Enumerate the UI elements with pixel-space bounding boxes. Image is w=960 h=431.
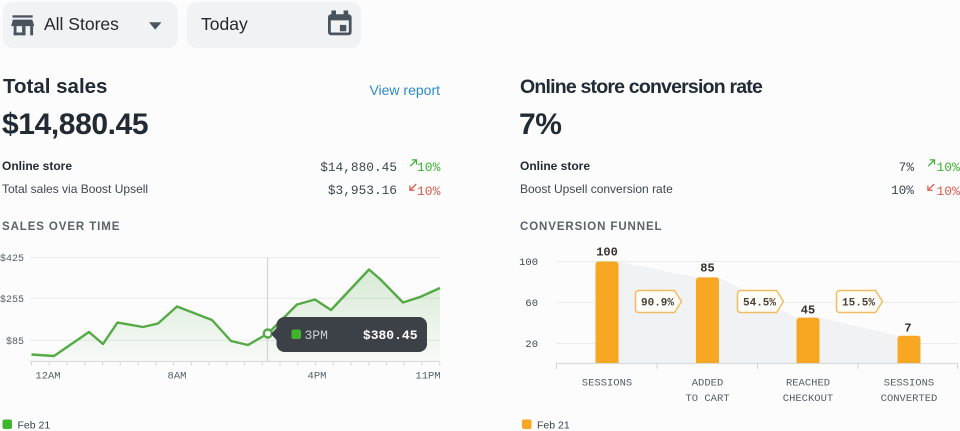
- svg-text:20: 20: [525, 339, 538, 351]
- svg-text:60: 60: [525, 298, 538, 310]
- svg-text:SESSIONS: SESSIONS: [884, 378, 934, 390]
- svg-text:$255: $255: [0, 294, 24, 306]
- svg-text:100: 100: [519, 257, 538, 269]
- svg-text:100: 100: [596, 246, 618, 260]
- svg-text:TO CART: TO CART: [685, 393, 729, 405]
- svg-text:85: 85: [700, 262, 714, 276]
- svg-text:54.5%: 54.5%: [743, 298, 776, 310]
- svg-text:SESSIONS: SESSIONS: [582, 378, 632, 390]
- svg-text:11PM: 11PM: [415, 371, 440, 383]
- svg-text:45: 45: [801, 304, 815, 318]
- svg-text:REACHED: REACHED: [786, 378, 830, 390]
- svg-text:Feb 21: Feb 21: [18, 420, 51, 431]
- svg-text:ADDED: ADDED: [692, 378, 724, 390]
- svg-text:$85: $85: [6, 336, 24, 348]
- svg-text:7: 7: [904, 322, 911, 336]
- svg-text:CONVERTED: CONVERTED: [881, 393, 938, 405]
- svg-text:Feb 21: Feb 21: [537, 420, 570, 431]
- svg-text:$425: $425: [0, 253, 24, 265]
- svg-text:3PM: 3PM: [305, 328, 328, 343]
- svg-text:15.5%: 15.5%: [842, 298, 875, 310]
- svg-text:$380.45: $380.45: [363, 328, 418, 343]
- svg-text:8AM: 8AM: [168, 371, 187, 383]
- svg-text:12AM: 12AM: [35, 371, 60, 383]
- svg-text:4PM: 4PM: [308, 371, 327, 383]
- svg-text:CHECKOUT: CHECKOUT: [783, 393, 833, 405]
- svg-text:90.9%: 90.9%: [641, 298, 674, 310]
